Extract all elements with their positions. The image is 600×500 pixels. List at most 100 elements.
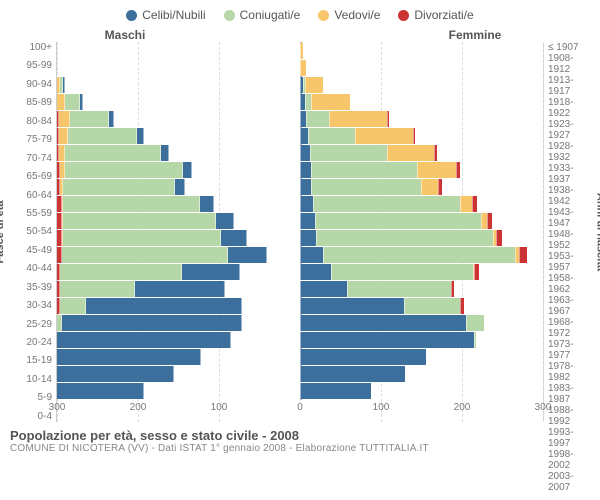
bar-segment [63,179,175,195]
legend-swatch [224,10,235,21]
bar-male [57,179,300,195]
bar-segment [57,366,174,382]
bar-row [57,366,543,382]
bar-male [57,162,300,178]
x-tick: 100 [373,402,390,413]
bar-row [57,162,543,178]
legend-swatch [318,10,329,21]
x-tick: 200 [454,402,471,413]
footer: Popolazione per età, sesso e stato civil… [10,428,590,454]
bar-segment [387,111,389,127]
bar-segment [200,196,215,212]
chart-subtitle: COMUNE DI NICOTERA (VV) - Dati ISTAT 1° … [10,443,590,454]
legend-swatch [126,10,137,21]
y-tick-age: 85-89 [10,97,52,108]
y-tick-age: 55-59 [10,208,52,219]
bar-male [57,349,300,365]
bar-segment [216,213,234,229]
legend-item: Coniugati/e [224,8,301,22]
bar-segment [311,162,416,178]
bar-segment [474,332,476,348]
bar-segment [474,264,479,280]
bar-segment [300,213,315,229]
bar-row [57,77,543,93]
bar-male [57,264,300,280]
bar-row [57,247,543,263]
bar-row [57,94,543,110]
bar-segment [355,128,413,144]
y-tick-age: 40-44 [10,263,52,274]
label-female: Femmine [300,28,590,42]
bar-segment [313,196,460,212]
bar-segment [300,366,405,382]
bar-segment [300,196,313,212]
bar-male [57,196,300,212]
bar-segment [57,383,144,399]
bar-female [300,366,543,382]
bar-female [300,196,543,212]
bar-male [57,281,300,297]
bar-female [300,213,543,229]
bar-segment [175,179,185,195]
bar-segment [305,77,323,93]
x-axis: 3002001000100200300 [57,402,543,422]
x-tick: 100 [211,402,228,413]
bar-row [57,145,543,161]
legend-item: Vedovi/e [318,8,380,22]
y-tick-age: 65-69 [10,171,52,182]
bar-segment [62,315,242,331]
y-tick-age: 100+ [10,42,52,53]
bar-segment [487,213,492,229]
bar-male [57,213,300,229]
bar-segment [413,128,415,144]
bar-segment [63,213,215,229]
y-tick-age: 30-34 [10,300,52,311]
bar-segment [300,349,426,365]
y-tick-birth: 1948-1952 [548,229,590,251]
bar-row [57,298,543,314]
bar-segment [300,128,308,144]
y-tick-birth: 1998-2002 [548,449,590,471]
bar-segment [460,196,471,212]
bar-row [57,264,543,280]
bar-segment [417,162,456,178]
bar-segment [60,264,182,280]
y-axis-right: ≤ 19071908-19121913-19171918-19221923-19… [544,42,590,422]
bar-segment [404,298,461,314]
bar-female [300,230,543,246]
bar-segment [519,247,527,263]
bar-segment [65,145,161,161]
bar-female [300,94,543,110]
bar-segment [300,179,311,195]
y-tick-birth: 1918-1922 [548,97,590,119]
bar-segment [311,179,420,195]
bar-segment [183,162,193,178]
bar-row [57,179,543,195]
bar-segment [221,230,247,246]
y-tick-birth: 1943-1947 [548,207,590,229]
bar-male [57,60,300,76]
bar-segment [57,332,231,348]
plot: 3002001000100200300 [56,42,544,422]
bar-female [300,298,543,314]
bar-segment [300,43,303,59]
bar-row [57,383,543,399]
y-tick-age: 10-14 [10,374,52,385]
bar-female [300,145,543,161]
bar-male [57,43,300,59]
y-tick-birth: 1968-1972 [548,317,590,339]
chart-title: Popolazione per età, sesso e stato civil… [10,428,590,443]
bar-female [300,332,543,348]
bar-segment [472,196,477,212]
bar-segment [438,179,441,195]
bar-segment [137,128,143,144]
bar-female [300,383,543,399]
y-tick-age: 15-19 [10,355,52,366]
legend-item: Divorziati/e [398,8,473,22]
bar-segment [60,281,135,297]
bar-male [57,128,300,144]
legend-label: Divorziati/e [414,8,473,22]
bar-row [57,213,543,229]
y-tick-age: 80-84 [10,116,52,127]
bar-segment [496,230,502,246]
